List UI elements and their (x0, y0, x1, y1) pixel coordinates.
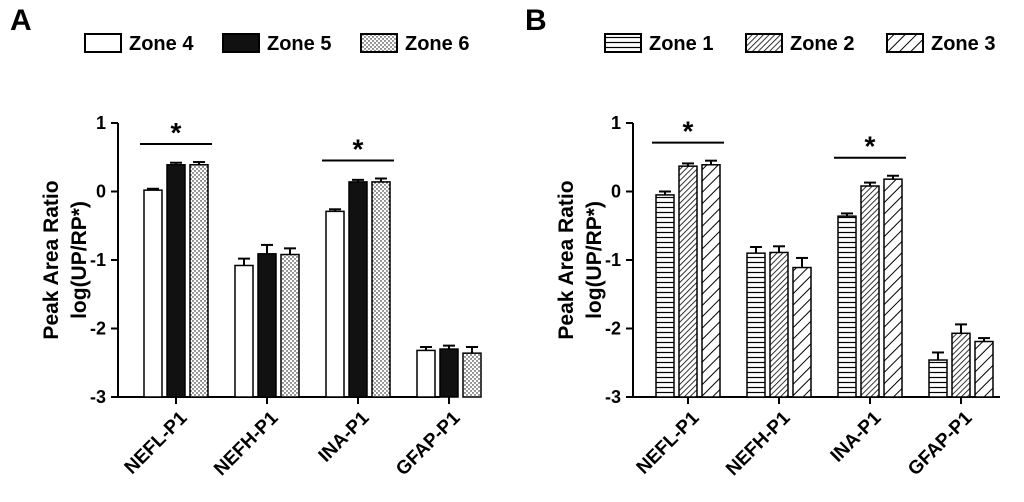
y-tick-label: -1 (605, 250, 621, 270)
bar (701, 164, 721, 398)
bar (974, 340, 994, 398)
significance-label: * (865, 131, 876, 162)
bar (769, 251, 789, 398)
legend-swatch (604, 33, 642, 53)
y-axis-title: log(UP/RP*) (583, 201, 606, 319)
y-tick-label: -1 (90, 250, 106, 270)
bar (928, 359, 948, 398)
x-tick-label: GFAP-P1 (904, 407, 977, 480)
x-tick-label: INA-P1 (315, 407, 374, 466)
bar (655, 194, 675, 398)
legend-label: Zone 4 (129, 33, 194, 55)
legend-swatch (222, 33, 260, 53)
bar (837, 215, 857, 398)
bar (883, 178, 903, 398)
legend-label: Zone 6 (405, 33, 469, 55)
legend-label: Zone 2 (790, 33, 854, 55)
y-tick-label: -3 (90, 387, 106, 407)
bar (860, 185, 880, 398)
y-axis-title: Peak Area Ratio (40, 180, 63, 339)
y-tick-label: 1 (611, 113, 621, 133)
legend-swatch (360, 33, 398, 53)
bar (371, 181, 391, 398)
legend-label: Zone 5 (267, 33, 331, 55)
bar (257, 253, 277, 398)
bar (746, 252, 766, 398)
legend-swatch (886, 33, 924, 53)
significance-label: * (683, 116, 694, 147)
bar (166, 164, 186, 398)
bar (280, 253, 300, 398)
significance-label: * (171, 117, 182, 148)
legend-label: Zone 1 (649, 33, 713, 55)
y-tick-label: 0 (96, 182, 106, 202)
y-axis-title: log(UP/RP*) (68, 201, 91, 319)
y-tick-label: -2 (90, 319, 106, 339)
x-tick-label: NEFH-P1 (210, 407, 283, 480)
bar (234, 264, 254, 398)
bar (189, 164, 209, 398)
y-tick-label: 1 (96, 113, 106, 133)
bar (416, 349, 436, 398)
y-tick-label: 0 (611, 182, 621, 202)
panel-b: B Zone 1 Zone 2 Zone 3 Peak Area Ratio log(UP… (525, 4, 1000, 480)
panel-label: B (525, 4, 547, 37)
bar (439, 348, 459, 398)
legend-label: Zone 3 (931, 33, 995, 55)
legend-swatch (745, 33, 783, 53)
bar (951, 332, 971, 398)
y-tick-label: -3 (605, 387, 621, 407)
x-tick-label: NEFL-P1 (121, 407, 192, 478)
bar (325, 210, 345, 398)
bar (678, 165, 698, 398)
legend-swatch (84, 33, 122, 53)
bar (348, 181, 368, 398)
y-tick-label: -2 (605, 319, 621, 339)
bar (143, 189, 163, 398)
panel-label: A (10, 4, 32, 37)
x-tick-label: NEFL-P1 (633, 407, 704, 478)
y-axis-title: Peak Area Ratio (555, 180, 578, 339)
significance-label: * (353, 133, 364, 164)
bar (792, 266, 812, 398)
panel-a: A Zone 4 Zone 5 Zone 6 Peak Area Ratio log(UP… (10, 4, 482, 480)
x-tick-label: NEFH-P1 (722, 407, 795, 480)
x-tick-label: INA-P1 (827, 407, 886, 466)
bar (462, 352, 482, 398)
x-tick-label: GFAP-P1 (392, 407, 465, 480)
